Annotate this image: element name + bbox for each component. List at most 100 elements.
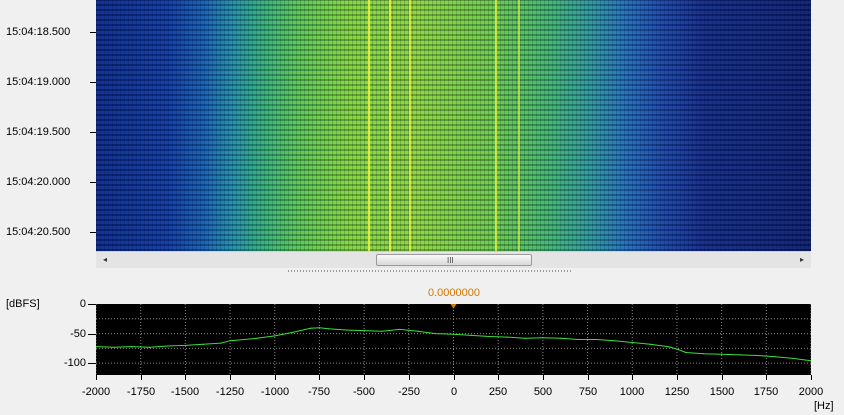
- spectrum-point: [345, 329, 347, 331]
- x-tick-label: 1500: [709, 386, 735, 398]
- scrollbar-thumb[interactable]: III: [376, 254, 532, 266]
- spectrum-point: [363, 330, 365, 332]
- spectrum-point: [113, 346, 115, 348]
- y-tick-label: -100: [63, 357, 86, 369]
- y-tick-label: 0: [79, 298, 86, 310]
- spectrum-point: [613, 340, 615, 342]
- x-tick: [319, 375, 320, 380]
- x-tick-label: 250: [488, 386, 508, 398]
- waterfall-tone-line: [518, 0, 520, 251]
- spectrum-point: [524, 337, 526, 339]
- x-tick: [96, 375, 97, 380]
- spectrum-point: [685, 351, 687, 354]
- spectrum-point: [676, 348, 678, 350]
- x-axis-unit: [Hz]: [814, 400, 834, 412]
- y-tick: [88, 363, 96, 364]
- x-tick-label: 500: [533, 386, 553, 398]
- spectrum-point: [327, 328, 329, 330]
- time-tick: [90, 132, 96, 133]
- x-tick-label: -1750: [126, 386, 156, 398]
- spectrum-point: [470, 334, 472, 336]
- spectrum-point: [292, 331, 294, 333]
- x-tick: [722, 375, 723, 380]
- x-tick: [811, 375, 812, 380]
- x-tick-label: 1750: [753, 386, 779, 398]
- spectrum-point: [274, 335, 276, 337]
- spectrum-point: [578, 338, 580, 341]
- waterfall-tone-line: [495, 0, 497, 251]
- spectrum-plot[interactable]: [96, 304, 811, 375]
- spectrum-point: [435, 332, 437, 335]
- spectrum-point: [810, 360, 811, 362]
- center-marker-icon: [450, 304, 457, 309]
- marker-frequency: 0.0000000: [428, 287, 480, 299]
- scroll-left-arrow-icon[interactable]: ◂: [102, 255, 107, 264]
- x-tick-label: -1250: [215, 386, 245, 398]
- x-tick: [141, 375, 142, 380]
- x-tick-label: -500: [352, 386, 376, 398]
- panel-splitter[interactable]: [288, 270, 572, 272]
- x-tick: [543, 375, 544, 380]
- waterfall-tone-line: [409, 0, 411, 251]
- x-tick: [677, 375, 678, 380]
- spectrum-point: [96, 346, 97, 348]
- x-tick: [185, 375, 186, 380]
- spectrum-point: [229, 340, 231, 342]
- x-tick-label: -1500: [170, 386, 200, 398]
- y-tick-label: -50: [70, 328, 86, 340]
- time-label: 15:04:18.500: [6, 26, 71, 38]
- spectrum-point: [417, 330, 419, 332]
- waterfall-tone-line: [389, 0, 391, 251]
- time-label: 15:04:19.500: [6, 126, 71, 138]
- x-tick: [275, 375, 276, 380]
- spectrum-point: [149, 346, 151, 348]
- x-tick-label: 750: [578, 386, 598, 398]
- time-label: 15:04:20.500: [6, 226, 71, 238]
- x-tick-label: 1000: [619, 386, 645, 398]
- x-tick: [588, 375, 589, 380]
- x-tick-label: -2000: [81, 386, 111, 398]
- waterfall-line-texture: [96, 0, 811, 251]
- y-tick: [88, 304, 96, 305]
- time-tick: [90, 82, 96, 83]
- scrollbar-grip: III: [447, 256, 454, 265]
- x-tick: [230, 375, 231, 380]
- spectrum-point: [399, 328, 401, 331]
- time-tick: [90, 182, 96, 183]
- spectrum-point: [649, 343, 651, 345]
- waterfall-tone-line: [368, 0, 370, 251]
- time-tick: [90, 232, 96, 233]
- x-tick-label: 0: [450, 386, 458, 398]
- spectrum-point: [184, 344, 186, 347]
- scroll-right-arrow-icon[interactable]: ▸: [799, 255, 804, 264]
- waterfall-display[interactable]: [96, 0, 811, 251]
- x-tick: [364, 375, 365, 380]
- x-tick-label: 2000: [798, 386, 824, 398]
- spectrum-point: [506, 336, 508, 338]
- horizontal-scrollbar[interactable]: ◂ III ▸: [96, 251, 811, 268]
- time-tick: [90, 32, 96, 33]
- spectrum-point: [560, 337, 562, 339]
- spectrum-point: [738, 354, 741, 356]
- spectrum-point: [667, 346, 669, 348]
- spectrum-point: [703, 353, 705, 355]
- time-label: 15:04:20.000: [6, 176, 71, 188]
- spectrum-point: [721, 353, 723, 355]
- spectrum-point: [166, 345, 169, 347]
- spectrum-point: [202, 343, 204, 345]
- spectrum-point: [595, 338, 598, 341]
- spectrum-point: [318, 327, 321, 329]
- spectrum-point: [381, 330, 383, 332]
- x-tick: [454, 375, 455, 380]
- spectrum-point: [256, 337, 258, 339]
- spectrum-point: [488, 335, 490, 338]
- x-tick-label: 1250: [664, 386, 690, 398]
- spectrum-point: [774, 356, 776, 358]
- spectrum-point: [631, 341, 633, 344]
- x-tick: [766, 375, 767, 380]
- waterfall-noise-texture: [96, 0, 811, 251]
- x-tick-label: -750: [307, 386, 331, 398]
- x-tick-label: -1000: [260, 386, 290, 398]
- spectrum-point: [309, 327, 312, 329]
- x-tick: [409, 375, 410, 380]
